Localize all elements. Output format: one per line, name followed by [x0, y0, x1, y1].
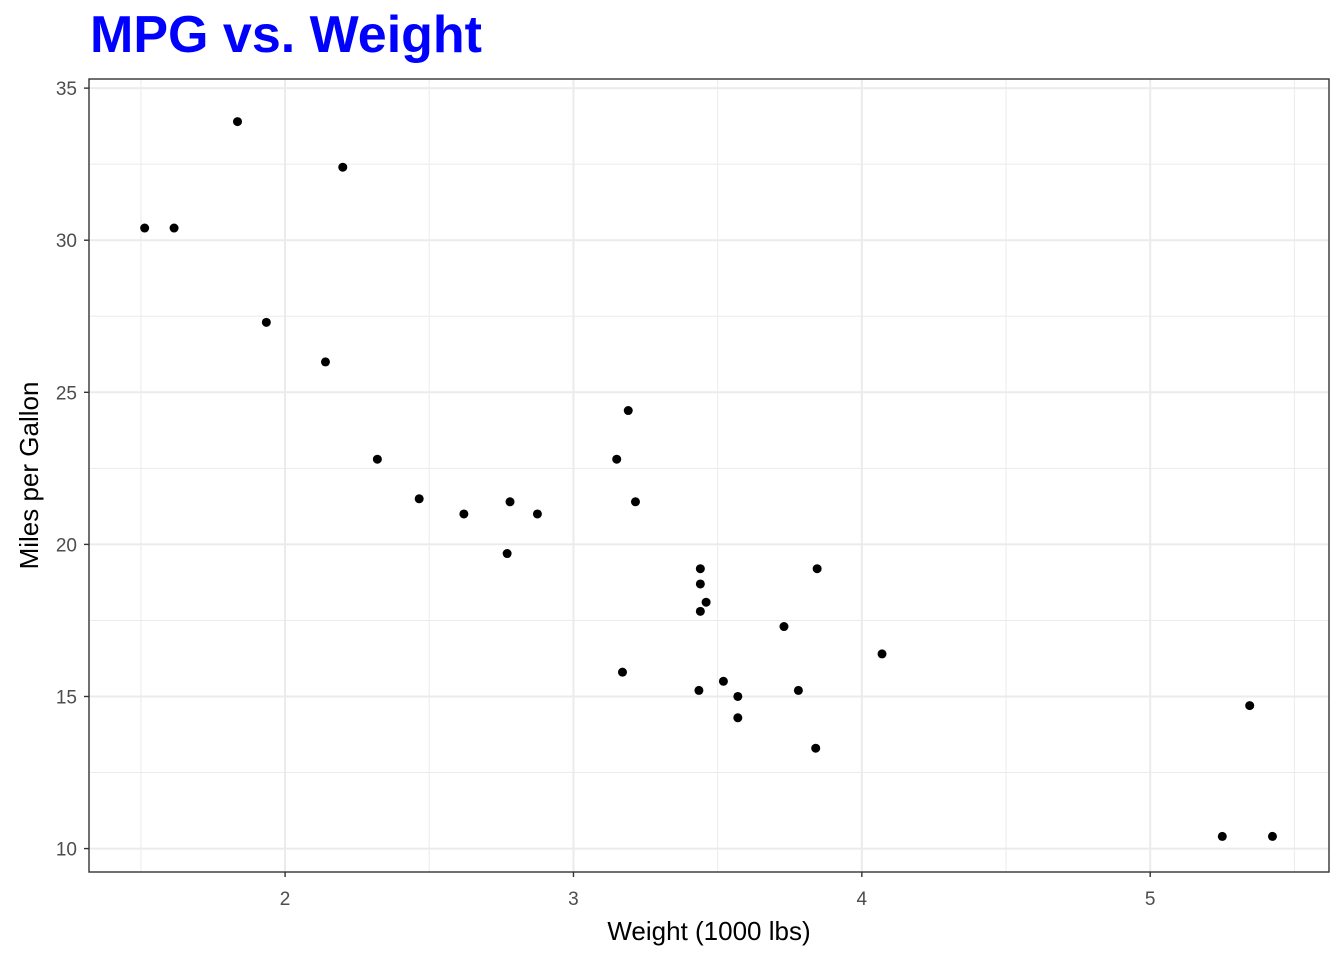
x-tick-label: 4 [857, 889, 868, 910]
data-point [694, 685, 704, 695]
data-point [261, 317, 271, 327]
data-point [877, 649, 887, 659]
x-axis-title: Weight (1000 lbs) [607, 916, 810, 946]
data-point [1217, 831, 1227, 841]
data-point [233, 117, 243, 127]
y-tick-label: 35 [56, 79, 77, 100]
data-point [695, 579, 705, 589]
data-point [701, 597, 711, 607]
data-point [623, 406, 633, 416]
y-tick-label: 15 [56, 687, 77, 708]
y-tick-label: 10 [56, 840, 77, 861]
data-point [414, 494, 424, 504]
x-tick-label: 3 [568, 889, 579, 910]
chart-title: MPG vs. Weight [90, 6, 482, 64]
data-point [695, 564, 705, 574]
data-point [505, 497, 515, 507]
data-point [372, 454, 382, 464]
y-tick-label: 25 [56, 383, 77, 404]
y-tick-label: 30 [56, 231, 77, 252]
data-point [1245, 701, 1255, 711]
data-point [459, 509, 469, 519]
data-point [338, 162, 348, 172]
data-point [793, 685, 803, 695]
data-point [779, 622, 789, 632]
grid-lines [89, 79, 1329, 872]
data-point [733, 691, 743, 701]
data-point [169, 223, 179, 233]
data-point [617, 667, 627, 677]
data-points [140, 117, 1277, 841]
axis-ticks [84, 87, 1151, 877]
data-point [612, 454, 622, 464]
data-point [502, 549, 512, 559]
data-point [1267, 831, 1277, 841]
x-tick-label: 2 [280, 889, 291, 910]
data-point [718, 676, 728, 686]
data-point [695, 606, 705, 616]
data-point [630, 497, 640, 507]
data-point [811, 743, 821, 753]
data-point [733, 713, 743, 723]
panel-border [88, 78, 1330, 873]
data-point [320, 357, 330, 367]
tick-labels: 2 3 4 5 10 15 20 25 30 35 [56, 79, 1156, 910]
x-tick-label: 5 [1145, 889, 1156, 910]
data-point [532, 509, 542, 519]
y-axis-title: Miles per Gallon [14, 382, 44, 570]
data-point [812, 564, 822, 574]
data-point [140, 223, 150, 233]
y-tick-label: 20 [56, 535, 77, 556]
